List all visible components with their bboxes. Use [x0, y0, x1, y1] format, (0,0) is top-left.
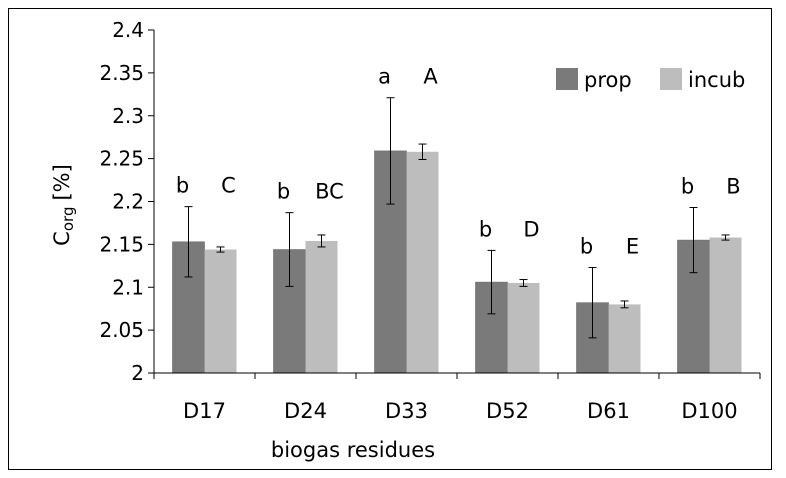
x-tick-label-D61: D61 [587, 399, 630, 423]
significance-letter-incub-D52: D [523, 217, 539, 241]
significance-letter-prop-D61: b [580, 235, 593, 259]
y-tick-label: 2 [131, 361, 144, 385]
y-tick-label: 2.3 [112, 104, 144, 128]
y-axis-title-main: C [50, 231, 74, 246]
bar-incub-D24 [305, 240, 338, 373]
y-tick-label: 2.2 [112, 190, 144, 214]
bar-incub-D52 [507, 282, 540, 373]
bar-incub-D61 [608, 304, 641, 373]
y-axis-title-subscript: org [59, 207, 77, 232]
legend-label-incub: incub [688, 68, 745, 92]
y-tick-label: 2.25 [99, 147, 144, 171]
x-tick-label-D24: D24 [284, 399, 327, 423]
y-tick-label: 2.15 [99, 232, 144, 256]
y-tick-label: 2.35 [99, 61, 144, 85]
svg-text:Corg[%]: Corg [%] [50, 164, 77, 246]
bar-incub-D17 [204, 249, 237, 373]
y-axis-title-unit: [%] [50, 164, 74, 200]
significance-letter-prop-D33: a [378, 65, 391, 89]
x-tick-label-D52: D52 [486, 399, 529, 423]
x-axis-title: biogas residues [271, 438, 435, 462]
legend: prop incub [556, 68, 745, 92]
significance-letter-incub-D61: E [626, 235, 639, 259]
significance-letter-prop-D52: b [479, 217, 492, 241]
bar-incub-D33 [406, 151, 439, 373]
y-tick-label: 2.1 [112, 275, 144, 299]
y-tick-label: 2.4 [112, 18, 144, 42]
x-tick-label-D33: D33 [385, 399, 428, 423]
significance-letter-incub-D17: C [221, 174, 236, 198]
significance-letter-incub-D24: BC [315, 180, 344, 204]
significance-letter-prop-D24: b [277, 180, 290, 204]
significance-letter-incub-D33: A [423, 65, 438, 89]
x-tick-label-D17: D17 [183, 399, 226, 423]
legend-swatch-prop [556, 68, 578, 90]
significance-letter-prop-D100: b [681, 175, 694, 199]
bar-incub-D100 [709, 237, 742, 373]
significance-letter-prop-D17: b [176, 174, 189, 198]
legend-label-prop: prop [584, 68, 632, 92]
y-axis-title: Corg [%] [50, 164, 77, 246]
significance-letter-incub-D100: B [726, 175, 740, 199]
x-tick-label-D100: D100 [681, 399, 737, 423]
chart-border [8, 8, 772, 470]
y-tick-label: 2.05 [99, 318, 144, 342]
legend-swatch-incub [660, 68, 682, 90]
